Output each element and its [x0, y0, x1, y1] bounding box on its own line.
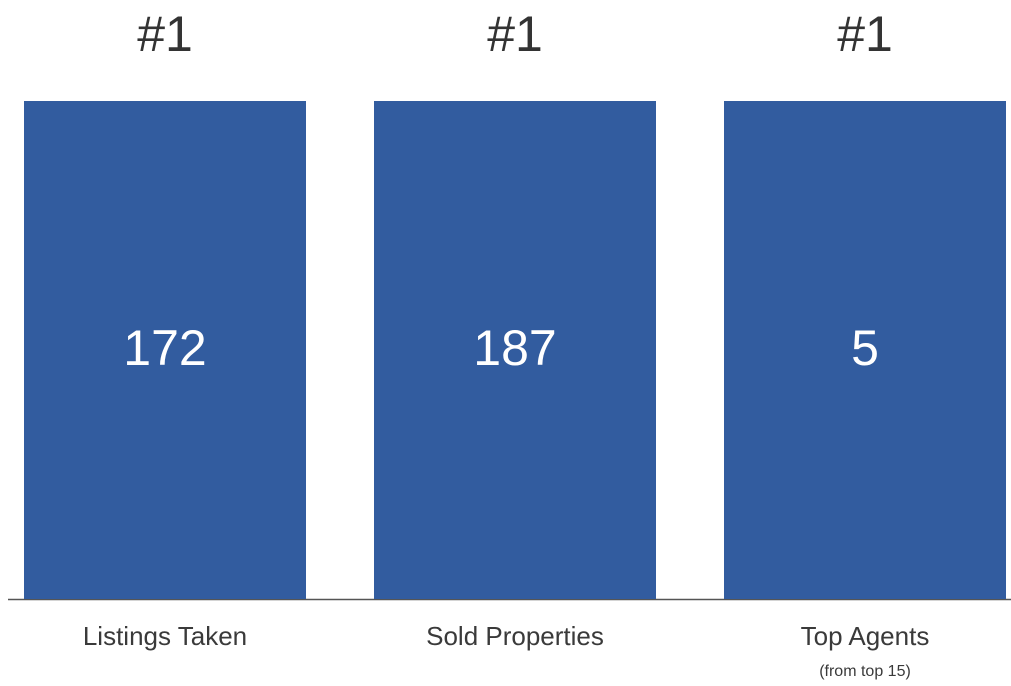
- stat-label: Listings Taken: [83, 621, 247, 651]
- rank: #1: [487, 6, 543, 62]
- stat-label: Top Agents: [801, 621, 930, 651]
- stat-value: 172: [123, 320, 206, 376]
- stat-value: 5: [851, 320, 879, 376]
- stat-box: [374, 101, 656, 599]
- rank: #1: [837, 6, 893, 62]
- stat-note: (from top 15): [819, 663, 911, 680]
- stat-box: [24, 101, 306, 599]
- rank: #1: [137, 6, 193, 62]
- stat-box: [724, 101, 1006, 599]
- stat-label: Sold Properties: [426, 621, 604, 651]
- stat-value: 187: [473, 320, 556, 376]
